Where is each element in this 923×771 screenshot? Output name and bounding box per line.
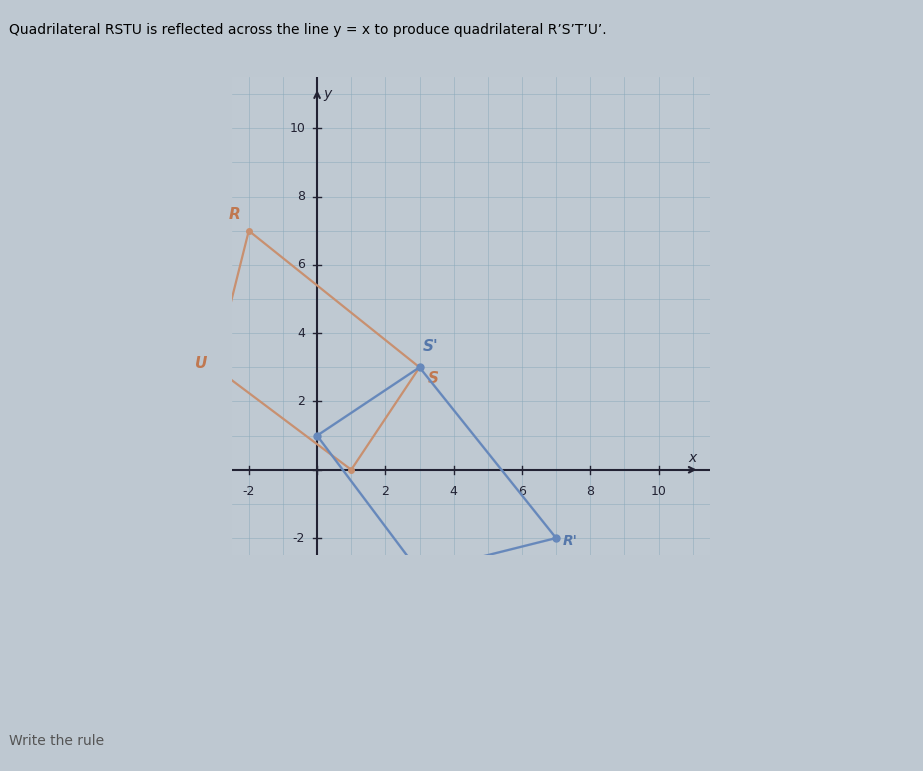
- Text: 8: 8: [586, 485, 594, 498]
- Text: 2: 2: [381, 485, 390, 498]
- Text: U: U: [196, 356, 208, 372]
- Text: x: x: [689, 451, 697, 465]
- Text: R': R': [563, 534, 578, 548]
- Text: -2: -2: [243, 485, 255, 498]
- Text: 8: 8: [297, 190, 306, 203]
- Text: Quadrilateral RSTU is reflected across the line y = x to produce quadrilateral R: Quadrilateral RSTU is reflected across t…: [9, 23, 606, 37]
- Text: 4: 4: [450, 485, 458, 498]
- Text: 2: 2: [297, 395, 306, 408]
- Text: S': S': [423, 338, 438, 354]
- Text: 4: 4: [297, 327, 306, 340]
- Text: 6: 6: [297, 258, 306, 271]
- Text: y: y: [323, 87, 331, 101]
- Text: Write the rule: Write the rule: [9, 734, 104, 748]
- Text: 10: 10: [289, 122, 306, 135]
- Text: 6: 6: [518, 485, 526, 498]
- Text: -2: -2: [293, 531, 306, 544]
- Text: S: S: [428, 371, 439, 386]
- Text: 10: 10: [651, 485, 666, 498]
- Text: R: R: [229, 207, 240, 222]
